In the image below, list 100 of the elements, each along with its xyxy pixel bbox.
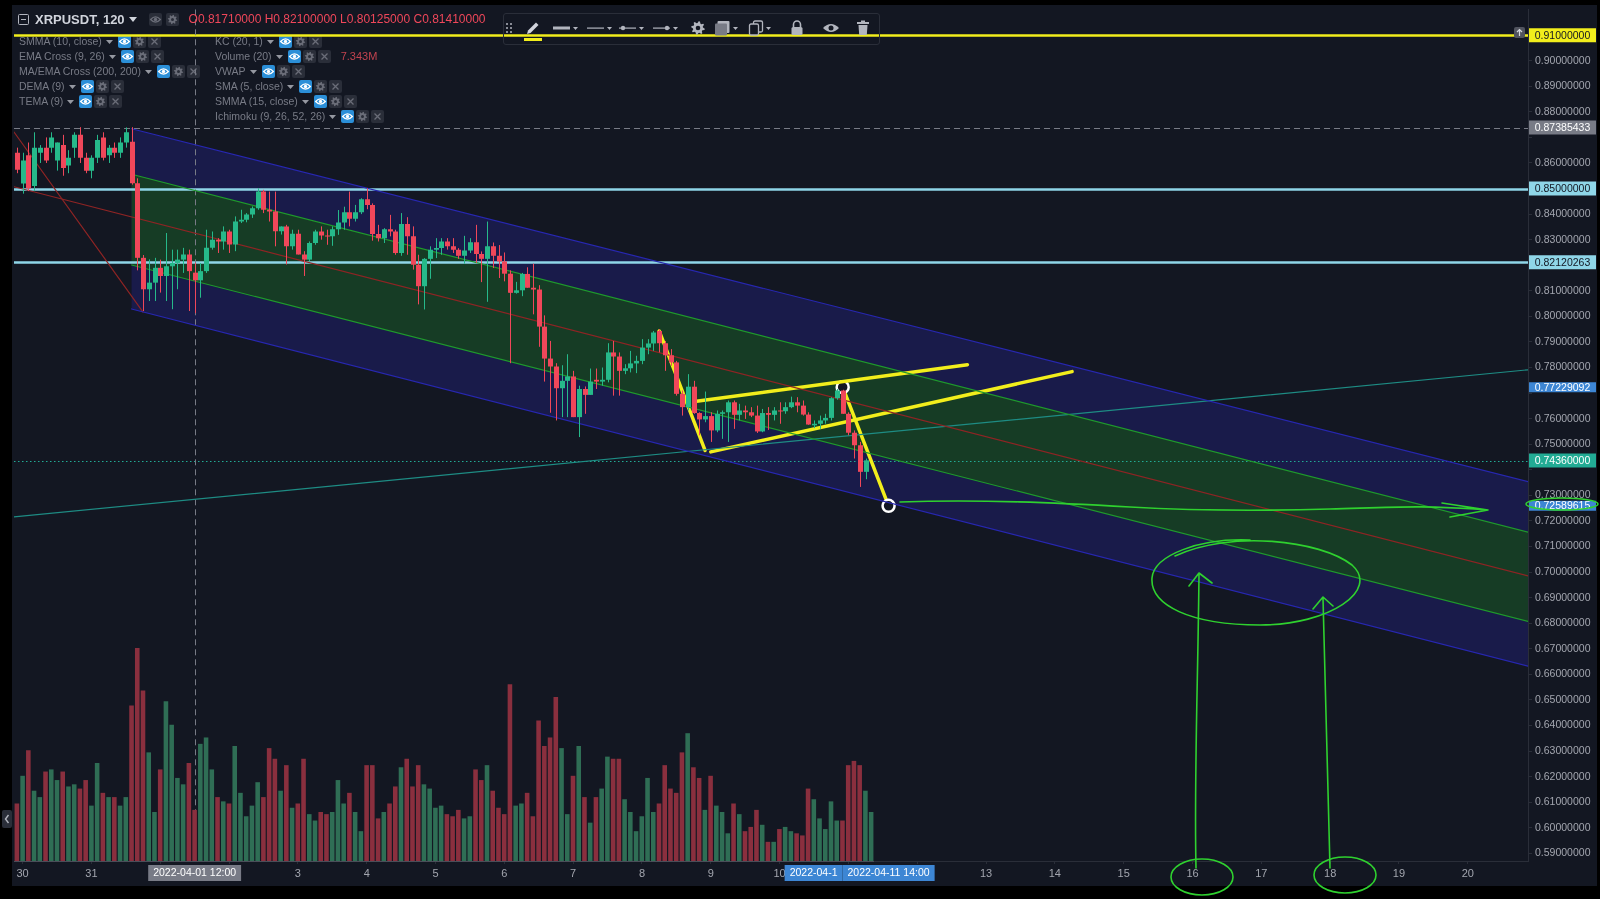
candlestick: [841, 389, 846, 415]
annotation: SMMA (10, close): [19, 34, 102, 49]
candlestick: [651, 330, 656, 352]
y-tick-label: 0.71000000: [1535, 539, 1591, 552]
candlestick: [594, 368, 599, 390]
candlestick: [210, 230, 215, 251]
candlestick: [485, 221, 490, 303]
y-tick-label: 0.72000000: [1535, 513, 1591, 526]
candlestick: [284, 224, 289, 265]
ref-line-label: 0.91000000: [1534, 28, 1591, 41]
y-tick-label: 0.66000000: [1535, 667, 1591, 680]
candlestick: [829, 396, 834, 421]
y-tick-label: 0.88000000: [1535, 104, 1591, 117]
y-tick-label: 0.83000000: [1535, 232, 1591, 245]
y-tick-label: 0.61000000: [1535, 795, 1591, 808]
candlestick: [491, 241, 496, 269]
x-tick-label: 30: [16, 866, 29, 879]
candlestick: [198, 262, 203, 299]
candlestick: [296, 229, 301, 256]
candlestick: [600, 367, 605, 387]
chart-title: XRPUSDT, 120: [35, 11, 125, 27]
y-tick-label: 0.75000000: [1535, 437, 1591, 450]
bar: [685, 733, 690, 861]
x-tick-label: 5: [432, 866, 439, 879]
candlestick: [147, 258, 152, 302]
candlestick: [686, 373, 691, 411]
bar: [220, 801, 226, 861]
x-tick-label: 9: [707, 866, 714, 879]
bar: [576, 745, 582, 861]
bar: [20, 775, 25, 861]
x-tick-label: 15: [1117, 866, 1130, 879]
candlestick: [307, 240, 312, 262]
y-tick-label: 0.86000000: [1535, 155, 1591, 168]
candlestick: [560, 364, 565, 418]
x-tick-label: 31: [85, 866, 98, 879]
candlestick: [153, 257, 158, 302]
ref-line-label: 0.74360000: [1534, 453, 1591, 466]
text: 0.72589615: [1534, 499, 1591, 512]
annotation: Ichimoku (9, 26, 52, 26): [215, 109, 326, 124]
bar: [284, 765, 289, 861]
y-tick-label: 0.81000000: [1535, 283, 1591, 296]
candlestick: [15, 147, 20, 174]
candlestick: [336, 209, 341, 236]
bar: [347, 792, 352, 861]
bar: [60, 771, 66, 861]
ref-line-label: 0.85000000: [1534, 181, 1591, 194]
bar: [215, 797, 220, 861]
ref-line-label: 2022-04-01 12:00: [153, 866, 237, 879]
candlestick: [732, 400, 737, 430]
candlestick: [164, 232, 169, 302]
candlestick: [588, 368, 593, 396]
y-tick-label: 0.70000000: [1535, 564, 1591, 577]
y-tick-label: 0.63000000: [1535, 743, 1591, 756]
candlestick: [193, 262, 198, 314]
candlestick: [715, 409, 720, 433]
bar: [26, 750, 31, 861]
x-tick-label: 19: [1392, 866, 1406, 879]
bar: [43, 771, 48, 861]
candlestick: [181, 247, 186, 274]
x-tick-label: 20: [1461, 866, 1474, 879]
candlestick: [852, 429, 857, 460]
text: 2022-04-1: [789, 866, 838, 879]
candlestick: [565, 353, 570, 418]
ref-line-label: 0.82120263: [1534, 255, 1591, 268]
bar: [112, 797, 117, 861]
y-tick-label: 0.79000000: [1535, 334, 1591, 347]
candlestick: [846, 411, 851, 436]
candlestick: [726, 400, 731, 443]
candlestick: [118, 136, 123, 159]
candlestick: [663, 340, 668, 372]
candlestick: [778, 401, 783, 425]
candlestick: [95, 134, 100, 164]
candlestick: [302, 250, 307, 277]
annotation: 7.343M: [340, 49, 378, 64]
candlestick: [405, 216, 410, 256]
y-tick-label: 0.60000000: [1535, 820, 1591, 833]
y-tick-label: 0.68000000: [1535, 616, 1591, 629]
y-tick-label: 0.84000000: [1535, 207, 1591, 219]
candlestick: [66, 149, 71, 174]
candlestick: [72, 131, 77, 159]
candlestick: [227, 229, 232, 254]
candlestick: [720, 409, 725, 440]
x-tick-label: 8: [638, 866, 646, 879]
x-tick-label: 14: [1048, 866, 1061, 879]
candlestick: [864, 458, 869, 480]
ref-line-label: 0.87385433: [1534, 120, 1591, 133]
candlestick: [84, 152, 89, 174]
x-tick-label: 17: [1255, 866, 1268, 879]
annotation: EMA Cross (9, 26): [19, 49, 105, 64]
candlestick: [267, 191, 272, 223]
x-tick-label: 4: [363, 866, 370, 879]
chart-subtitle: O0.81710000 H0.82100000 L0.80125000 C0.81410000: [188, 12, 486, 26]
candlestick: [21, 152, 26, 195]
candlestick: [697, 411, 702, 436]
annotation: TEMA (9): [19, 94, 64, 109]
candlestick: [760, 408, 765, 433]
candlestick: [347, 191, 352, 227]
x-tick-label: 6: [501, 866, 508, 879]
candlestick: [709, 411, 714, 443]
x-tick-label: 13: [979, 866, 993, 879]
